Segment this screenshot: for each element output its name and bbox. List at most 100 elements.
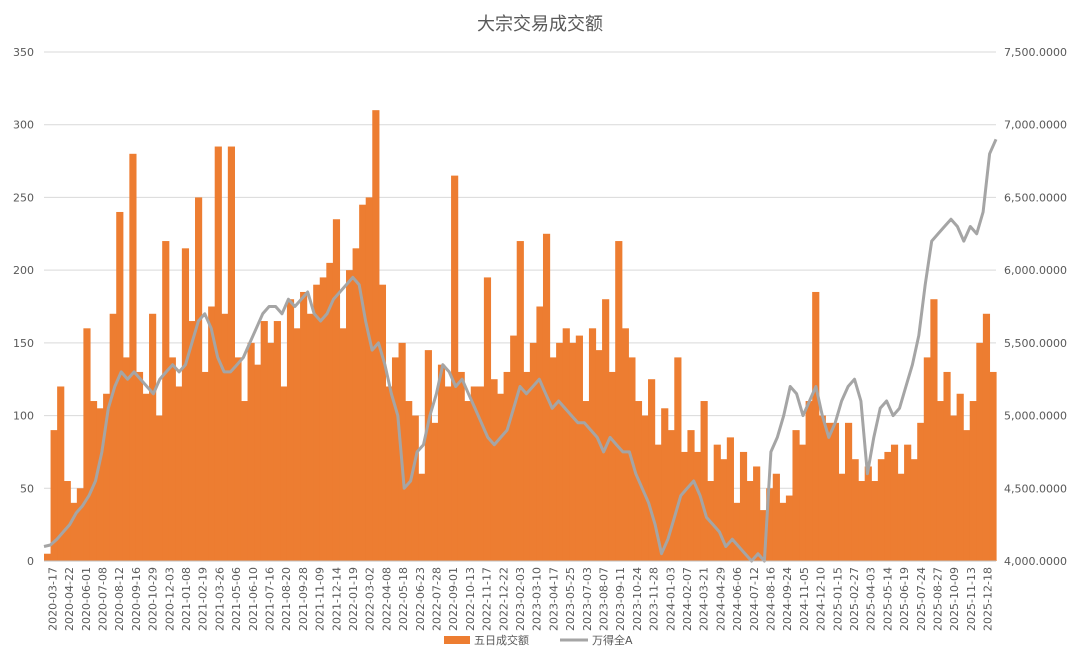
bar-57: [418, 473, 426, 561]
bar-44: [332, 219, 341, 561]
bar-46: [346, 270, 354, 561]
bar-107: [746, 481, 754, 561]
x-tick-label-26: 2022-11-17: [481, 567, 494, 631]
bar-14: [135, 371, 144, 561]
x-tick-label-20: 2022-04-08: [380, 567, 393, 631]
bar-127: [877, 459, 885, 561]
bar-51: [378, 284, 387, 561]
bar-32: [254, 364, 262, 561]
x-tick-label-30: 2023-04-17: [547, 567, 560, 631]
y-tick-label-6: 300: [13, 119, 34, 132]
series-bars-layer: [44, 110, 997, 562]
bar-115: [799, 444, 807, 561]
y-tick-label-7: 350: [13, 46, 34, 59]
bar-114: [792, 430, 800, 561]
legend-label-line: 万得全A: [592, 633, 633, 647]
x-tick-label-11: 2021-05-06: [230, 567, 243, 631]
x-tick-label-21: 2022-05-18: [397, 567, 410, 631]
x-tick-label-50: 2025-05-14: [881, 567, 894, 631]
bar-96: [674, 357, 682, 561]
bar-85: [602, 299, 610, 561]
y-tick-label-1: 50: [20, 482, 34, 495]
x-tick-label-33: 2023-08-07: [598, 567, 611, 631]
bar-27: [221, 313, 229, 561]
bar-112: [779, 502, 787, 561]
bar-120: [831, 422, 840, 561]
bar-125: [864, 466, 872, 561]
bar-33: [260, 321, 268, 561]
bar-65: [470, 386, 478, 561]
x-tick-label-13: 2021-07-16: [263, 567, 276, 631]
x-tick-label-54: 2025-10-09: [948, 567, 961, 631]
x-tick-label-7: 2020-12-03: [163, 567, 176, 631]
bar-45: [339, 328, 347, 561]
x-tick-label-39: 2024-03-21: [698, 567, 711, 631]
y2-tick-label-5: 6,500.0000: [1004, 191, 1067, 204]
bar-144: [989, 371, 997, 561]
bar-133: [917, 422, 925, 561]
x-tick-label-56: 2025-12-18: [982, 567, 995, 631]
bar-131: [904, 444, 912, 561]
x-tick-label-31: 2023-05-25: [564, 567, 577, 631]
y-tick-label-5: 250: [13, 191, 34, 204]
bar-7: [89, 401, 98, 561]
series-line-wind-a: [43, 138, 998, 563]
x-tick-label-43: 2024-08-16: [765, 567, 778, 631]
bar-15: [142, 393, 150, 561]
bar-10: [109, 313, 117, 561]
x-tick-label-22: 2022-06-23: [414, 567, 427, 631]
bar-75: [536, 306, 544, 561]
bar-64: [464, 401, 472, 561]
bar-28: [227, 146, 235, 561]
bar-94: [661, 408, 669, 561]
bar-128: [884, 451, 892, 561]
bar-97: [680, 451, 689, 561]
bar-12: [122, 357, 130, 561]
bar-88: [621, 328, 629, 561]
x-tick-label-14: 2021-08-20: [280, 567, 293, 631]
bar-11: [116, 211, 124, 561]
bar-118: [818, 415, 826, 561]
bar-34: [267, 342, 275, 561]
bar-116: [805, 401, 813, 561]
bar-38: [293, 328, 301, 561]
bar-95: [667, 430, 675, 561]
x-tick-label-3: 2020-07-08: [96, 567, 109, 631]
bar-30: [240, 401, 249, 561]
x-tick-label-42: 2024-07-12: [748, 567, 761, 631]
y-tick-label-0: 0: [27, 555, 34, 568]
bar-77: [549, 357, 557, 561]
bar-103: [720, 459, 728, 561]
bar-5: [76, 488, 84, 561]
x-tick-label-32: 2023-07-03: [581, 567, 594, 631]
x-tick-label-48: 2025-02-27: [848, 567, 861, 631]
bar-66: [477, 386, 485, 561]
x-tick-label-37: 2024-01-03: [664, 567, 677, 631]
bar-80: [569, 342, 577, 561]
bar-119: [825, 422, 833, 561]
y-tick-label-4: 200: [13, 264, 34, 277]
x-tick-label-40: 2024-04-29: [714, 567, 727, 631]
bar-137: [943, 371, 951, 561]
bar-117: [812, 291, 820, 561]
legend-swatch-bars: [444, 636, 470, 644]
bar-130: [897, 473, 905, 561]
y2-tick-label-2: 5,000.0000: [1004, 410, 1067, 423]
bar-6: [83, 328, 91, 561]
x-tick-label-9: 2021-02-19: [197, 567, 210, 631]
bar-79: [562, 328, 570, 561]
x-tick-label-16: 2021-11-09: [314, 567, 327, 631]
x-tick-label-4: 2020-08-12: [113, 567, 126, 631]
bar-142: [976, 342, 984, 561]
bar-13: [129, 153, 137, 562]
bar-73: [523, 371, 531, 561]
x-tick-label-18: 2022-01-19: [347, 567, 360, 631]
bar-69: [497, 393, 505, 561]
bar-36: [280, 386, 288, 561]
bar-67: [483, 277, 492, 561]
y2-tick-label-0: 4,000.0000: [1004, 555, 1067, 568]
chart-title: 大宗交易成交额: [477, 14, 603, 35]
x-tick-label-17: 2021-12-14: [330, 567, 343, 631]
bar-93: [654, 444, 662, 561]
